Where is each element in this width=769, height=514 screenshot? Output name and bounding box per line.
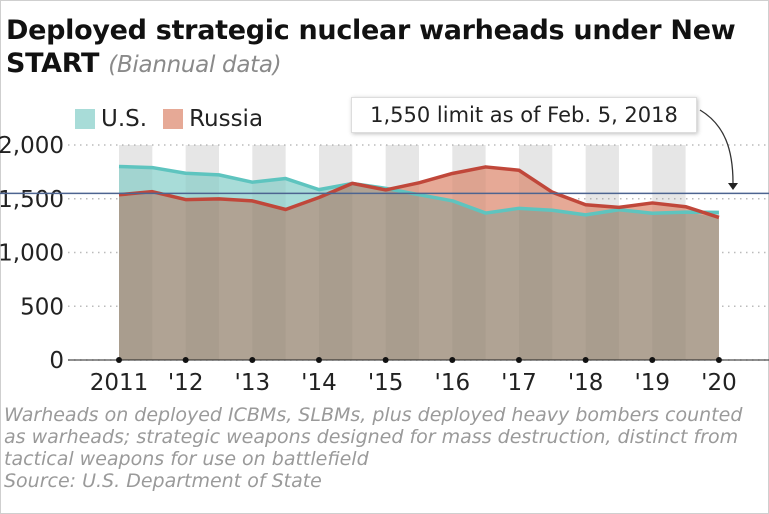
subtitle-text: (Biannual data) [108, 52, 282, 78]
source-text: Source: U.S. Department of State [4, 470, 322, 492]
chart-title: Deployed strategic nuclear warheads unde… [6, 14, 769, 82]
band-shade [319, 145, 352, 360]
x-tick-dot [515, 357, 522, 363]
band-shade [386, 145, 419, 360]
legend-swatch-russia [163, 109, 184, 129]
y-tick-label: 1,000 [0, 241, 64, 267]
x-tick-dot [582, 357, 589, 363]
x-tick-dot [715, 357, 722, 363]
x-tick-dot [249, 357, 256, 363]
x-tick-dot [315, 357, 322, 363]
limit-annotation: 1,550 limit as of Feb. 5, 2018 [351, 97, 697, 133]
x-tick-label: '12 [168, 370, 204, 396]
arrow-head-icon [728, 183, 738, 190]
band-shade [119, 145, 152, 360]
y-tick-label: 0 [49, 348, 64, 374]
line-us [118, 164, 719, 217]
y-tick-label: 1,500 [0, 187, 64, 213]
x-tick-label: 2011 [90, 370, 149, 396]
band-shade [186, 145, 219, 360]
x-tick-label: '18 [568, 370, 604, 396]
title-text: Deployed strategic nuclear warheads unde… [6, 15, 736, 79]
notes-text: Warheads on deployed ICBMs, SLBMs, plus … [4, 404, 743, 470]
x-tick-label: '15 [368, 370, 404, 396]
legend: U.S. Russia [75, 106, 263, 132]
band-shade [586, 145, 619, 360]
x-tick-label: '20 [701, 370, 737, 396]
chart-plot: 0 500 1,000 1,500 2,000 2011 '12 '13 '14 '15 '16 '1… [0, 109, 769, 396]
annotation-arrow [699, 109, 734, 184]
line-russia [118, 165, 720, 220]
x-tick-label: '13 [235, 370, 271, 396]
legend-label-us: U.S. [101, 106, 148, 132]
band-shade [652, 145, 685, 360]
chart-notes: Warheads on deployed ICBMs, SLBMs, plus … [4, 404, 764, 492]
x-tick-label: '14 [301, 370, 337, 396]
x-tick-dot [116, 357, 122, 363]
band-shade [452, 145, 485, 360]
x-tick-dot [382, 357, 389, 363]
band-shade [252, 145, 285, 360]
band-shade [519, 145, 552, 360]
x-tick-label: '17 [501, 370, 537, 396]
x-tick-label: '16 [435, 370, 471, 396]
area-overlap [119, 183, 719, 360]
x-tick-dot [449, 357, 456, 363]
x-tick-dot [649, 357, 656, 363]
y-tick-label: 500 [20, 294, 64, 320]
legend-label-russia: Russia [189, 106, 264, 132]
x-tick-dot [182, 357, 189, 363]
y-tick-label: 2,000 [0, 133, 64, 159]
legend-swatch-us [75, 109, 95, 129]
x-tick-label: '19 [634, 370, 670, 396]
